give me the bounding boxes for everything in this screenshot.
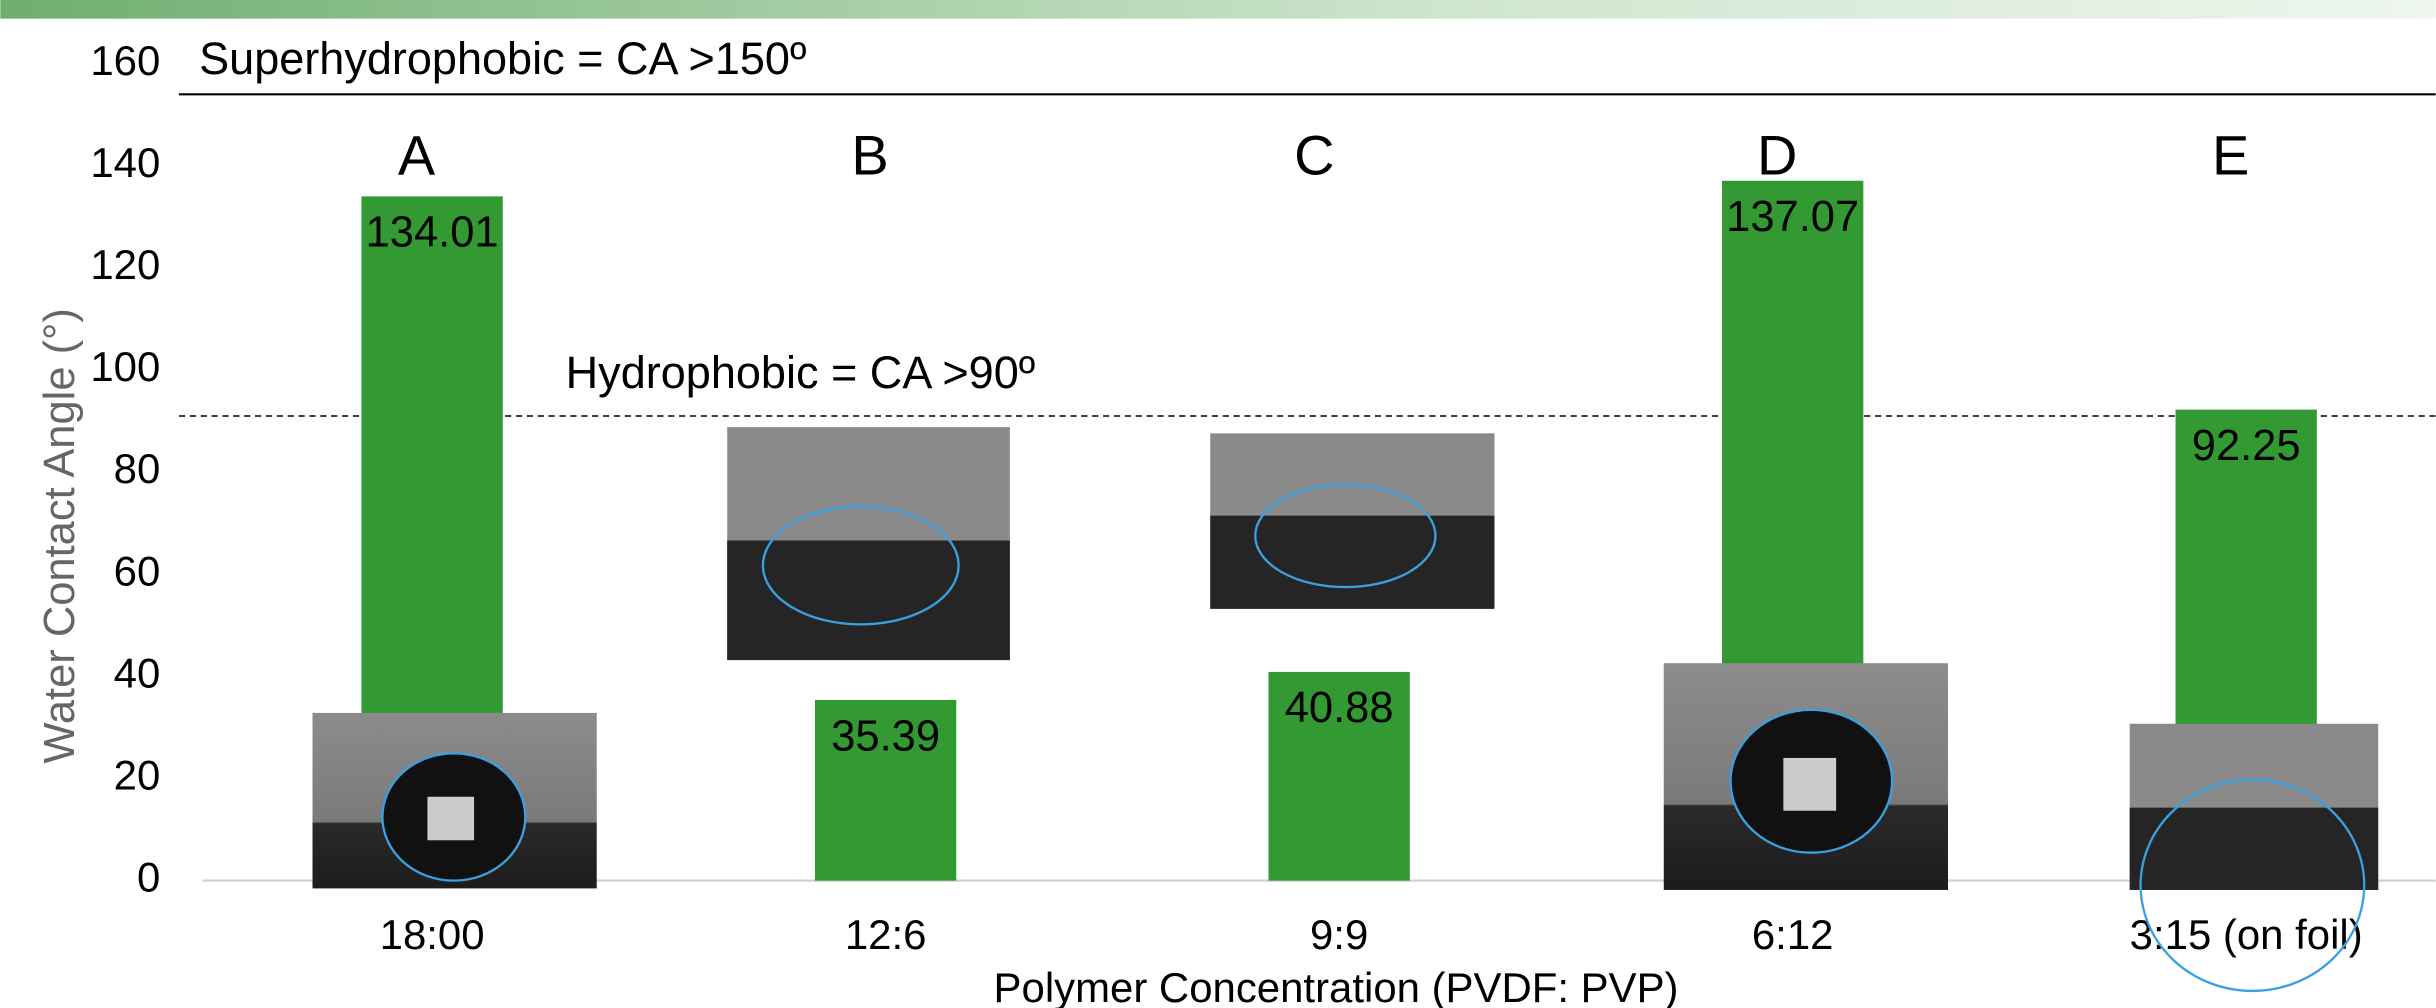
y-tick-label: 80 [114,445,161,492]
y-tick-label: 100 [90,343,160,390]
header-band [0,0,2436,19]
photo-d [1663,663,1948,890]
y-tick-label: 20 [114,752,161,799]
bar [1268,671,1410,881]
reference-label: Superhydrophobic = CA >150º [199,33,806,84]
bar-letter: B [851,124,888,187]
y-tick-label: 120 [90,241,160,288]
photo-e [2129,723,2379,993]
photo-c [1210,433,1495,609]
bar [814,699,957,881]
y-tick-label: 0 [137,854,160,901]
value-label: 134.01 [366,209,499,257]
x-axis-title: Polymer Concentration (PVDF: PVP) [994,964,1679,1008]
droplet-photos [312,427,2379,993]
x-tick-label: 6:12 [1752,911,1834,958]
value-label: 137.07 [1726,193,1859,241]
y-axis-title: Water Contact Angle (°) [36,308,84,763]
bar-letter: D [1757,124,1797,187]
reference-label: Hydrophobic = CA >90º [566,347,1036,398]
y-tick-label: 160 [90,37,160,84]
y-tick-label: 40 [114,649,161,696]
value-label: 92.25 [2192,422,2301,470]
photo-b [727,427,1010,661]
y-tick-label: 60 [114,547,161,594]
x-tick-label: 18:00 [380,911,485,958]
x-tick-label: 9:9 [1310,911,1368,958]
photo-a [312,712,597,889]
x-tick-label: 12:6 [845,911,927,958]
bar-letter: C [1294,124,1334,187]
y-tick-label: 140 [90,139,160,186]
bar-letter: E [2212,124,2249,187]
x-tick-label: 3:15 (on foil) [2130,911,2363,958]
value-label: 35.39 [831,712,940,760]
value-label: 40.88 [1285,684,1394,732]
bar-letter: A [398,124,436,187]
